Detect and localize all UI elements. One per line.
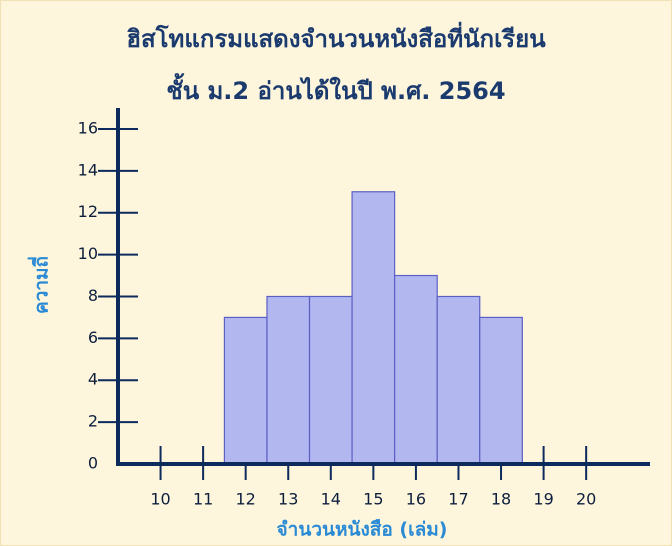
y-axis-label: ความถี่ [28, 256, 53, 314]
y-tick-label: 6 [88, 328, 98, 347]
bar [308, 295, 353, 465]
x-tick-label: 17 [448, 490, 468, 509]
x-tick-label: 19 [533, 490, 553, 509]
bar [394, 274, 438, 465]
x-tick-label: 10 [150, 490, 170, 509]
y-tick-label: 0 [88, 454, 98, 473]
y-tick-label: 12 [78, 202, 98, 221]
bar [351, 191, 396, 465]
x-tick-label: 15 [363, 490, 383, 509]
y-tick-label: 14 [78, 160, 98, 179]
x-tick-label: 20 [576, 490, 596, 509]
y-tick-label: 16 [78, 118, 98, 137]
x-tick-label: 11 [193, 490, 213, 509]
x-tick-label: 12 [236, 490, 256, 509]
bar [479, 316, 523, 465]
y-tick-label: 4 [88, 370, 98, 389]
x-tick-label: 14 [321, 490, 341, 509]
bar [436, 295, 481, 465]
y-tick-label: 8 [88, 286, 98, 305]
chart-title: ฮิสโทแกรมแสดงจำนวนหนังสือที่นักเรียน [126, 21, 546, 53]
chart-subtitle: ชั้น ม.2 อ่านได้ในปี พ.ศ. 2564 [166, 72, 505, 105]
bar [266, 295, 311, 465]
y-tick-label: 10 [78, 244, 98, 263]
x-tick-label: 13 [278, 490, 298, 509]
x-tick-label: 18 [491, 490, 511, 509]
bar [223, 316, 268, 465]
y-tick-label: 2 [88, 412, 98, 431]
x-axis-label: จำนวนหนังสือ (เล่ม) [277, 519, 448, 541]
x-tick-label: 16 [406, 490, 426, 509]
